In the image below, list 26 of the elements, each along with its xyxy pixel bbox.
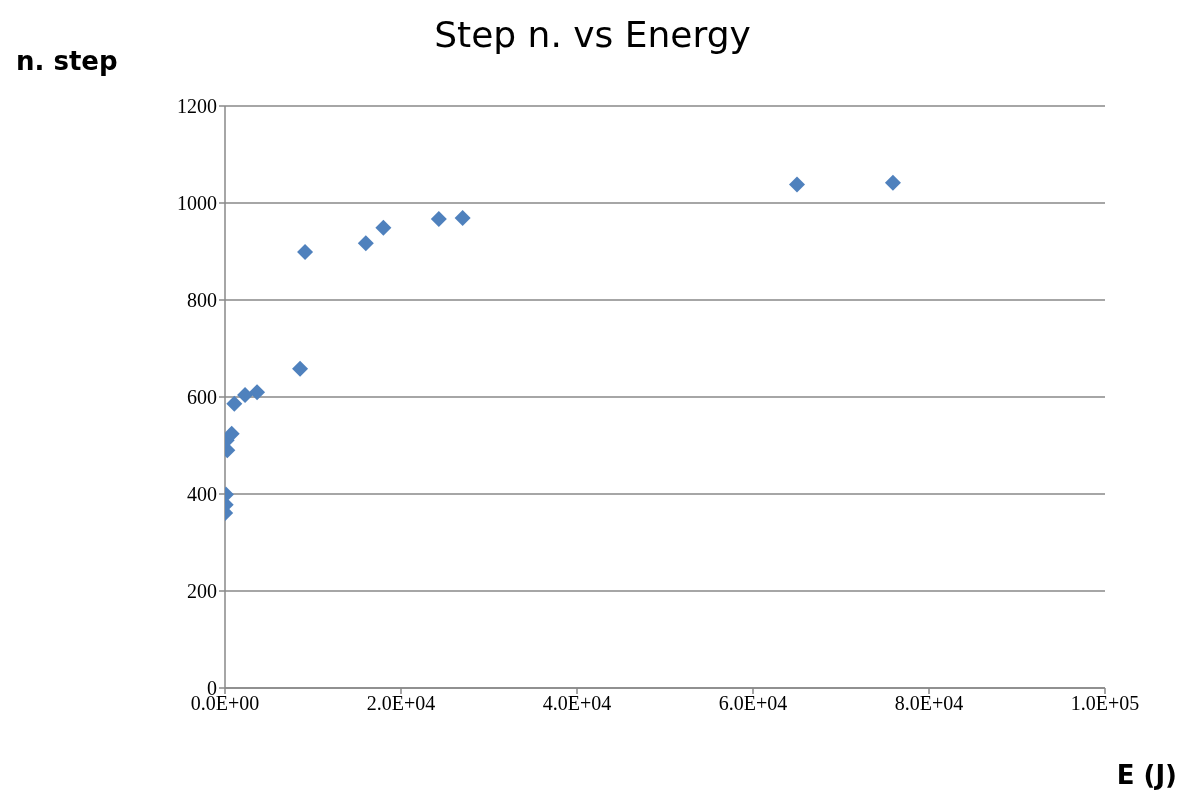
point (789, 176, 805, 193)
point (249, 384, 266, 401)
y-tick-label: 600 (187, 386, 217, 409)
point (237, 387, 254, 404)
y-tick-label: 400 (187, 483, 217, 506)
point (375, 219, 392, 236)
point (454, 210, 471, 227)
y-axis-title: n. step (16, 46, 118, 76)
x-tick-label: 2.0E+04 (366, 692, 436, 715)
y-tick-label: 1200 (177, 95, 217, 118)
x-tick-label: 6.0E+04 (718, 692, 788, 715)
point (430, 211, 447, 228)
point (297, 243, 314, 260)
y-tick-label: 1000 (177, 192, 217, 215)
point (225, 425, 240, 442)
point (357, 235, 374, 252)
y-tick-label: 800 (187, 289, 217, 312)
x-tick-label: 4.0E+04 (542, 692, 612, 715)
x-tick-label: 1.0E+05 (1070, 692, 1140, 715)
point (884, 174, 901, 191)
y-tick-label: 200 (187, 580, 217, 603)
point (292, 360, 309, 377)
x-axis-title: E (J) (1116, 760, 1177, 790)
chart-title: Step n. vs Energy (434, 14, 751, 55)
point (226, 395, 243, 412)
x-tick-label: 8.0E+04 (894, 692, 964, 715)
